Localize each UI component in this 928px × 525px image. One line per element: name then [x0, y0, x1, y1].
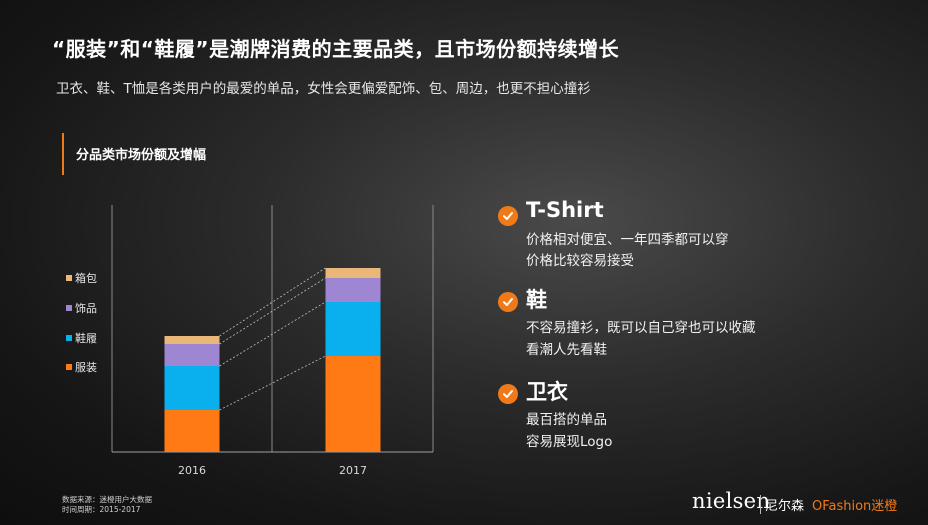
highlight-title: 卫衣	[526, 380, 568, 404]
highlight-line: 看潮人先看鞋	[526, 342, 607, 358]
bar-segment	[164, 366, 220, 410]
section-title: 分品类市场份额及增幅	[76, 148, 207, 163]
highlight-line: 不容易撞衫，既可以自己穿也可以收藏	[526, 320, 756, 336]
legend-swatch	[66, 275, 72, 281]
highlight-title: T-Shirt	[526, 198, 604, 222]
check-icon	[498, 292, 518, 312]
page-subtitle: 卫衣、鞋、T恤是各类用户的最爱的单品，女性会更偏爱配饰、包、周边，也更不担心撞衫	[56, 81, 591, 97]
nielsen-logo: nielsen	[692, 489, 771, 513]
nielsen-cn-logo: 尼尔森	[760, 495, 804, 514]
highlight-title: 鞋	[526, 288, 547, 312]
data-source: 数据来源：迷橙用户大数据 时间周期：2015-2017	[62, 495, 152, 515]
legend-swatch	[66, 335, 72, 341]
connector-line	[219, 277, 326, 345]
connector-line	[219, 267, 326, 337]
ofashion-logo: OFashion迷橙	[812, 499, 898, 514]
connector-line	[219, 301, 326, 367]
section-header: 分品类市场份额及增幅	[62, 133, 206, 175]
check-icon	[498, 384, 518, 404]
legend-label: 服装	[75, 361, 97, 374]
bar-segment	[325, 278, 381, 302]
legend-label: 鞋履	[75, 331, 97, 345]
bar-segment	[164, 410, 220, 452]
highlight-line: 价格相对便宜、一年四季都可以穿	[526, 232, 729, 248]
bar-segment	[164, 336, 220, 344]
highlight-line: 价格比较容易接受	[526, 253, 634, 269]
legend-label: 饰品	[75, 301, 97, 315]
highlight-line: 最百搭的单品	[526, 412, 607, 428]
bar-segment	[325, 356, 381, 452]
highlight-line: 容易展现Logo	[526, 434, 613, 450]
source-line: 数据来源：迷橙用户大数据	[62, 495, 152, 504]
x-tick-label: 2017	[339, 464, 367, 477]
period-line: 时间周期：2015-2017	[62, 505, 141, 514]
legend-swatch	[66, 364, 72, 370]
legend-swatch	[66, 305, 72, 311]
bar-segment	[325, 302, 381, 356]
check-icon	[498, 206, 518, 226]
bar-segment	[164, 344, 220, 366]
page-title: “服装”和“鞋履”是潮牌消费的主要品类，且市场份额持续增长	[52, 37, 620, 61]
legend-label: 箱包	[75, 271, 97, 285]
bar-segment	[325, 268, 381, 278]
x-tick-label: 2016	[178, 464, 206, 477]
